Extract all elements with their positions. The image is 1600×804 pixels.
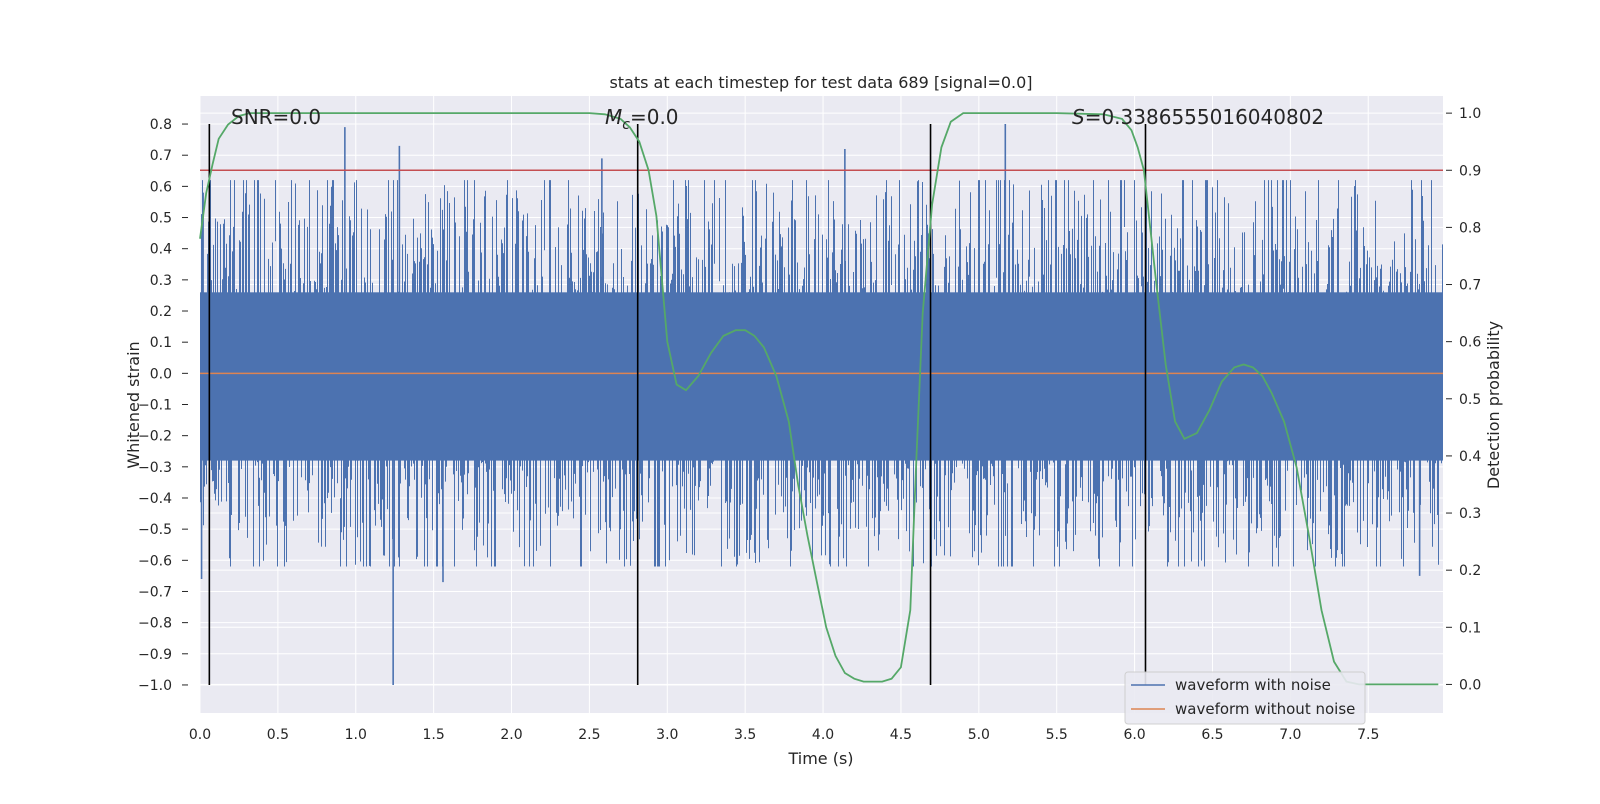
y-tick-label-left: −0.7 [138, 584, 172, 600]
y-tick-label-left: 0.5 [150, 211, 172, 227]
chart-title: stats at each timestep for test data 689… [609, 73, 1032, 92]
y-tick-label-left: −0.3 [138, 460, 172, 476]
y-tick-label-left: 0.2 [150, 304, 172, 320]
x-tick-label: 0.5 [267, 727, 289, 743]
x-tick-label: 5.5 [1046, 727, 1068, 743]
y-tick-label-right: 0.3 [1459, 506, 1481, 522]
x-tick-label: 6.0 [1123, 727, 1145, 743]
legend-box [1124, 671, 1366, 725]
y-tick-label-right: 0.7 [1459, 278, 1481, 294]
x-tick-label: 4.5 [890, 727, 912, 743]
x-tick-label: 0.0 [189, 727, 211, 743]
y-tick-label-left: −0.8 [138, 616, 172, 632]
x-axis-label: Time (s) [787, 749, 853, 768]
y-tick-label-left: −1.0 [138, 678, 172, 694]
x-tick-label: 1.0 [345, 727, 367, 743]
y-tick-label-right: 0.8 [1459, 220, 1481, 236]
y-tick-label-right: 1.0 [1459, 106, 1481, 122]
y-axis-label-right: Detection probability [1484, 321, 1503, 489]
y-tick-label-right: 0.2 [1459, 563, 1481, 579]
y-tick-label-left: −0.6 [138, 553, 172, 569]
x-tick-label: 1.5 [423, 727, 445, 743]
x-tick-label: 7.0 [1279, 727, 1301, 743]
y-tick-label-right: 0.5 [1459, 392, 1481, 408]
s-score-symbol: S [1072, 105, 1085, 129]
y-tick-label-right: 0.9 [1459, 163, 1481, 179]
y-tick-label-right: 0.4 [1459, 449, 1481, 465]
x-tick-label: 5.0 [968, 727, 990, 743]
x-tick-label: 2.5 [578, 727, 600, 743]
lines-layer [199, 112, 1443, 686]
y-axis-label-left: Whitened strain [124, 341, 143, 468]
chirp-mass-value: =0.0 [630, 105, 679, 129]
y-tick-label-right: 0.0 [1459, 677, 1481, 693]
y-tick-label-left: 0.1 [150, 335, 172, 351]
noise-series [200, 124, 1443, 685]
x-tick-label: 3.5 [734, 727, 756, 743]
y-tick-label-left: −0.4 [138, 491, 172, 507]
y-tick-label-left: 0.0 [150, 366, 172, 382]
legend-label-noise: waveform with noise [1175, 676, 1331, 694]
y-tick-label-left: −0.1 [138, 398, 172, 414]
annotation-snr: SNR=0.0 [231, 105, 321, 129]
annotation-chirp-mass: Mc=0.0 [605, 105, 679, 133]
y-tick-label-left: −0.5 [138, 522, 172, 538]
y-tick-label-left: 0.8 [150, 117, 172, 133]
annotation-s-score: S=0.3386555016040802 [1072, 105, 1324, 129]
y-tick-label-left: 0.6 [150, 179, 172, 195]
s-score-value: =0.3386555016040802 [1085, 105, 1324, 129]
x-tick-label: 2.0 [500, 727, 522, 743]
ticks-layer: 0.0 0.5 1.0 1.5 2.0 2.5 3.0 3.5 4.0 4.5 5.0 5.5 6.0 6… [138, 106, 1481, 743]
y-tick-label-left: 0.3 [150, 273, 172, 289]
y-tick-label-right: 0.1 [1459, 620, 1481, 636]
x-tick-label: 7.5 [1357, 727, 1379, 743]
x-tick-label: 3.0 [656, 727, 678, 743]
noise-spikes [200, 180, 1443, 567]
legend: waveform with noise waveform without noi… [1124, 671, 1366, 725]
detection-probability-line [199, 112, 1439, 686]
y-tick-label-left: −0.2 [138, 429, 172, 445]
legend-label-clean: waveform without noise [1175, 700, 1355, 718]
y-tick-label-left: 0.4 [150, 242, 172, 258]
chirp-mass-subscript: c [622, 117, 630, 133]
x-tick-label: 4.0 [812, 727, 834, 743]
x-tick-label: 6.5 [1201, 727, 1223, 743]
y-tick-label-left: −0.9 [138, 647, 172, 663]
y-tick-label-left: 0.7 [150, 148, 172, 164]
chirp-mass-symbol: M [605, 105, 622, 129]
y-tick-label-right: 0.6 [1459, 335, 1481, 351]
